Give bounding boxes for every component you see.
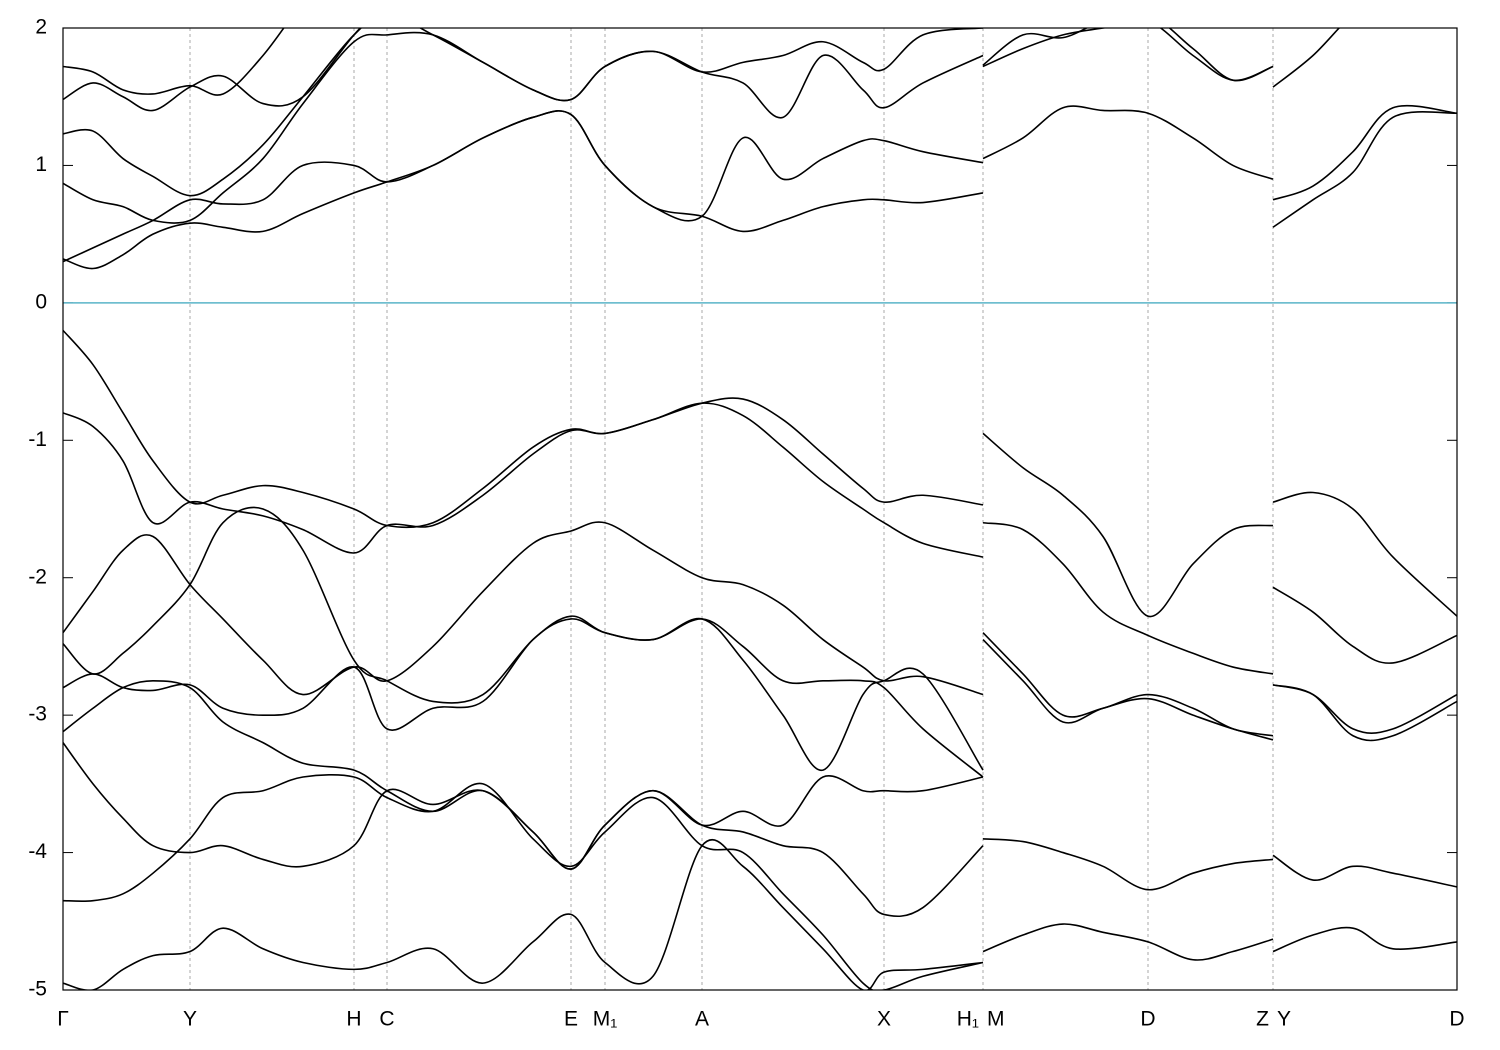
band-line [63,28,285,96]
y-tick-label: 1 [35,153,47,176]
band-line [63,28,362,112]
y-tick-label: -2 [28,565,47,588]
y-tick-label: -1 [28,428,47,451]
x-tick-label: Y [183,1008,197,1031]
band-line [63,774,984,990]
y-tick-label: -5 [28,978,47,1001]
band-line [63,742,984,918]
x-tick-label: Y [1277,1008,1291,1031]
y-tick-label: -4 [28,840,47,863]
band-line [63,618,1457,891]
x-tick-label: E [564,1008,578,1031]
x-tick-label: H [346,1008,361,1031]
x-tick-label: D [1140,1008,1155,1031]
band-line [63,506,1457,771]
band-line [63,329,1457,618]
band-line [63,402,1457,675]
y-tick-label: 0 [35,290,47,313]
x-tick-label: D [1449,1008,1464,1031]
x-tick-label: M [987,1008,1005,1031]
x-tick-label: Γ [57,1008,69,1031]
x-tick-label: M₁ [593,1008,618,1031]
bands [63,28,1457,990]
plot-frame [62,27,1458,991]
x-tick-label: Z [1256,1008,1269,1031]
x-tick-label: C [379,1008,394,1031]
y-tick-label: -3 [28,703,47,726]
x-tick-label: A [695,1008,709,1031]
band-line [63,28,984,197]
x-tick-label: X [877,1008,891,1031]
x-tick-label: H₁ [957,1008,979,1031]
y-tick-label: 2 [35,16,47,39]
band-line [63,838,984,990]
